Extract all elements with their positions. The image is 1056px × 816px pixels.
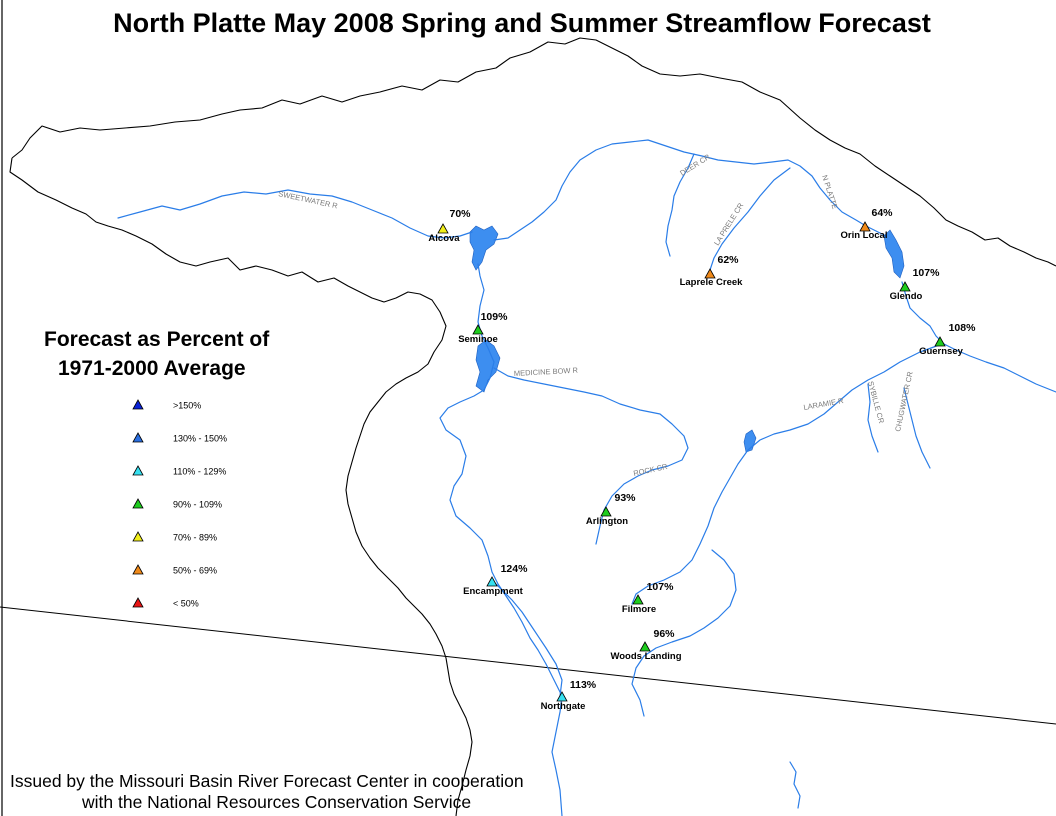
river-label-laramie: LARAMIE R xyxy=(803,396,845,412)
legend-label: 90% - 109% xyxy=(173,500,222,510)
station-name: Glendo xyxy=(890,291,923,302)
river-label-chugwater-creek: CHUGWATER CR xyxy=(893,370,915,432)
station: Arlington 93% xyxy=(586,492,636,527)
river-laramie-lower xyxy=(631,549,737,717)
river-medicine-bow xyxy=(493,367,689,545)
river-laramie xyxy=(631,343,943,605)
station-name: Laprele Creek xyxy=(680,277,744,288)
station-marker xyxy=(600,506,612,517)
legend-label: 70% - 89% xyxy=(173,533,217,543)
river-network xyxy=(117,139,1056,816)
station-marker xyxy=(472,324,484,335)
station-percent: 113% xyxy=(570,679,597,691)
river-north-platte-lower xyxy=(901,281,1056,393)
station-name: Alcova xyxy=(428,233,460,244)
station-name: Arlington xyxy=(586,516,628,527)
station-percent: 93% xyxy=(614,492,636,504)
legend-label: 50% - 69% xyxy=(173,566,217,576)
station-marker xyxy=(632,594,644,605)
legend-label: 110% - 129% xyxy=(173,467,226,477)
river-la-prele-creek xyxy=(709,167,791,271)
pathfinder-reservoir xyxy=(469,225,499,271)
station-marker xyxy=(859,221,871,232)
station-name: Guernsey xyxy=(919,346,964,357)
river-deer-creek xyxy=(665,153,695,257)
station-name: Encampment xyxy=(463,586,523,597)
legend-title-line1: Forecast as Percent of xyxy=(44,328,270,351)
station-marker xyxy=(899,281,911,292)
river-label-medicine-bow: MEDICINE BOW R xyxy=(514,366,579,378)
legend-label: < 50% xyxy=(173,599,199,609)
station-name: Filmore xyxy=(622,604,656,615)
river-label-sybille-creek: SYBILLE CR xyxy=(866,380,886,425)
legend-triangle xyxy=(132,465,144,476)
legend-triangle xyxy=(132,432,144,443)
station: Encampment 124% xyxy=(463,563,528,597)
station-marker xyxy=(639,641,651,652)
legend-triangle xyxy=(132,531,144,542)
station-name: Seminoe xyxy=(458,334,498,345)
station-marker xyxy=(556,691,568,702)
state-boundary-line xyxy=(0,606,1056,725)
station-percent: 109% xyxy=(481,311,509,323)
station-name: Orin Local xyxy=(841,230,888,241)
basin-boundary-west xyxy=(9,157,473,816)
station-percent: 107% xyxy=(647,581,675,593)
river-label-deer-creek: DEER CR xyxy=(678,152,712,178)
legend-triangle xyxy=(132,498,144,509)
map-title: North Platte May 2008 Spring and Summer … xyxy=(113,8,931,38)
station: Filmore 107% xyxy=(622,581,674,615)
legend-label: >150% xyxy=(173,401,201,411)
station: Orin Local 64% xyxy=(841,207,894,241)
legend-items: >150% 130% - 150% 110% - 129% 90% - 109% 70%… xyxy=(132,399,227,609)
legend: Forecast as Percent of 1971-2000 Average… xyxy=(44,328,270,609)
station: Laprele Creek 62% xyxy=(680,254,744,288)
station-marker xyxy=(486,576,498,587)
station-percent: 70% xyxy=(449,208,471,220)
river-sweetwater xyxy=(117,189,473,239)
river-label-rock-creek: ROCK CR xyxy=(633,462,669,478)
station-percent: 124% xyxy=(501,563,529,575)
river-label-sweetwater: SWEETWATER R xyxy=(278,189,340,210)
station: Glendo 107% xyxy=(890,267,940,302)
river-label-la-prele-creek: LA PRELE CR xyxy=(712,201,746,247)
river-north-platte-upper xyxy=(439,263,563,816)
station-name: Northgate xyxy=(541,701,586,712)
glendo-reservoir xyxy=(883,229,905,279)
river-fragment xyxy=(789,761,801,809)
station: Seminoe 109% xyxy=(458,311,508,345)
legend-title-line2: 1971-2000 Average xyxy=(58,357,246,380)
river-sybille-creek xyxy=(867,383,879,453)
legend-triangle xyxy=(132,564,144,575)
river-labels: SWEETWATER R DEER CR LA PRELE CR N PLATT… xyxy=(278,152,915,478)
station: Guernsey 108% xyxy=(919,322,976,357)
seminoe-reservoir xyxy=(475,339,501,393)
station: Northgate 113% xyxy=(541,679,597,712)
legend-triangle xyxy=(132,399,144,410)
station: Alcova 70% xyxy=(428,208,471,244)
station-marker xyxy=(437,223,449,234)
legend-label: 130% - 150% xyxy=(173,434,227,444)
station: Woods Landing 96% xyxy=(610,628,681,662)
station-percent: 64% xyxy=(871,207,893,219)
credit-line2: with the National Resources Conservation… xyxy=(81,792,471,812)
river-encampment xyxy=(491,579,563,697)
river-chugwater-creek xyxy=(903,387,931,469)
basin-boundary xyxy=(11,37,1056,267)
station-marker xyxy=(934,336,946,347)
station-percent: 96% xyxy=(653,628,675,640)
legend-triangle xyxy=(132,597,144,608)
station-percent: 62% xyxy=(717,254,739,266)
river-north-platte-main xyxy=(493,139,887,241)
credit-line1: Issued by the Missouri Basin River Forec… xyxy=(10,771,524,791)
station-percent: 108% xyxy=(949,322,977,334)
station-percent: 107% xyxy=(913,267,941,279)
forecast-stations: Alcova 70% Seminoe 109% Laprele Creek 62% Orin… xyxy=(428,207,976,712)
station-marker xyxy=(704,268,716,279)
station-name: Woods Landing xyxy=(610,651,681,662)
